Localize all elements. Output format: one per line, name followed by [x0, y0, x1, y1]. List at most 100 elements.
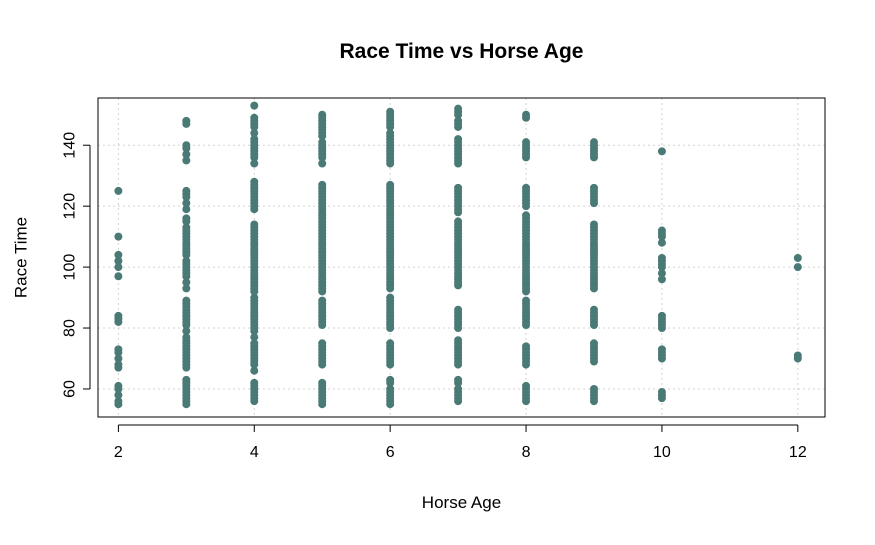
data-point [182, 250, 191, 259]
data-point [318, 287, 327, 296]
data-point [250, 397, 259, 406]
x-axis-title: Horse Age [422, 493, 501, 512]
data-point [114, 317, 123, 326]
data-point [114, 272, 123, 281]
data-point [182, 327, 191, 336]
data-point [114, 232, 123, 241]
data-point [386, 400, 395, 409]
data-point [182, 272, 191, 281]
data-point [589, 397, 598, 406]
x-axis: 2 4 6 8 10 12 [114, 424, 807, 461]
data-point [386, 284, 395, 293]
data-point [182, 363, 191, 372]
data-point [318, 132, 327, 141]
data-point [250, 366, 259, 375]
data-point [793, 263, 802, 272]
data-point [250, 101, 259, 110]
data-point [250, 287, 259, 296]
data-point [182, 144, 191, 153]
data-point [657, 238, 666, 247]
x-tick-label: 2 [114, 444, 123, 461]
data-point [522, 153, 531, 162]
data-point [182, 199, 191, 208]
data-point [386, 360, 395, 369]
data-point [114, 257, 123, 266]
data-point [454, 159, 463, 168]
data-point [657, 324, 666, 333]
data-point [454, 360, 463, 369]
data-point [386, 378, 395, 387]
data-point [318, 153, 327, 162]
data-point [114, 250, 123, 259]
y-tick-label: 80 [62, 319, 79, 337]
data-point [522, 397, 531, 406]
data-point [657, 263, 666, 272]
data-point [250, 129, 259, 138]
data-point [182, 400, 191, 409]
data-point [114, 400, 123, 409]
data-point [454, 324, 463, 333]
data-point [318, 159, 327, 168]
data-point [589, 284, 598, 293]
data-point [250, 153, 259, 162]
data-point [657, 394, 666, 403]
data-point [250, 159, 259, 168]
data-point [114, 348, 123, 357]
data-point [454, 378, 463, 387]
data-point [250, 333, 259, 342]
data-point [182, 205, 191, 214]
x-tick-label: 12 [789, 444, 807, 461]
data-point [589, 320, 598, 329]
data-point [182, 284, 191, 293]
data-point [386, 324, 395, 333]
data-point [657, 275, 666, 284]
data-point [182, 119, 191, 128]
y-tick-label: 140 [62, 132, 79, 159]
y-tick-label: 60 [62, 380, 79, 398]
y-axis-title: Race Time [12, 217, 31, 298]
data-point [250, 360, 259, 369]
data-point [250, 327, 259, 336]
data-point [522, 113, 531, 122]
x-tick-label: 8 [522, 444, 531, 461]
chart-title: Race Time vs Horse Age [340, 40, 584, 63]
data-point [454, 110, 463, 119]
data-point [182, 193, 191, 202]
data-point [522, 320, 531, 329]
data-point [114, 391, 123, 400]
data-point [454, 122, 463, 131]
x-tick-label: 10 [653, 444, 671, 461]
data-point [386, 122, 395, 131]
data-point [589, 199, 598, 208]
data-point [454, 281, 463, 290]
data-point [522, 287, 531, 296]
data-point [182, 278, 191, 287]
y-tick-label: 120 [62, 193, 79, 220]
y-axis: 60 80 100 120 140 [62, 132, 91, 398]
y-tick-label: 100 [62, 254, 79, 281]
data-point [182, 320, 191, 329]
data-point [250, 205, 259, 214]
x-tick-label: 6 [386, 444, 395, 461]
data-point [657, 269, 666, 278]
data-point [182, 156, 191, 165]
data-point [318, 400, 327, 409]
data-point [589, 153, 598, 162]
data-point [182, 217, 191, 226]
data-point [114, 363, 123, 372]
data-point [318, 320, 327, 329]
data-point [318, 360, 327, 369]
data-points [114, 101, 802, 409]
data-point [657, 147, 666, 156]
data-point [522, 360, 531, 369]
data-point [386, 159, 395, 168]
data-point [114, 263, 123, 272]
data-point [793, 253, 802, 262]
data-point [250, 122, 259, 131]
data-point [114, 186, 123, 195]
data-point [114, 354, 123, 363]
data-point [182, 150, 191, 159]
data-point [454, 208, 463, 217]
